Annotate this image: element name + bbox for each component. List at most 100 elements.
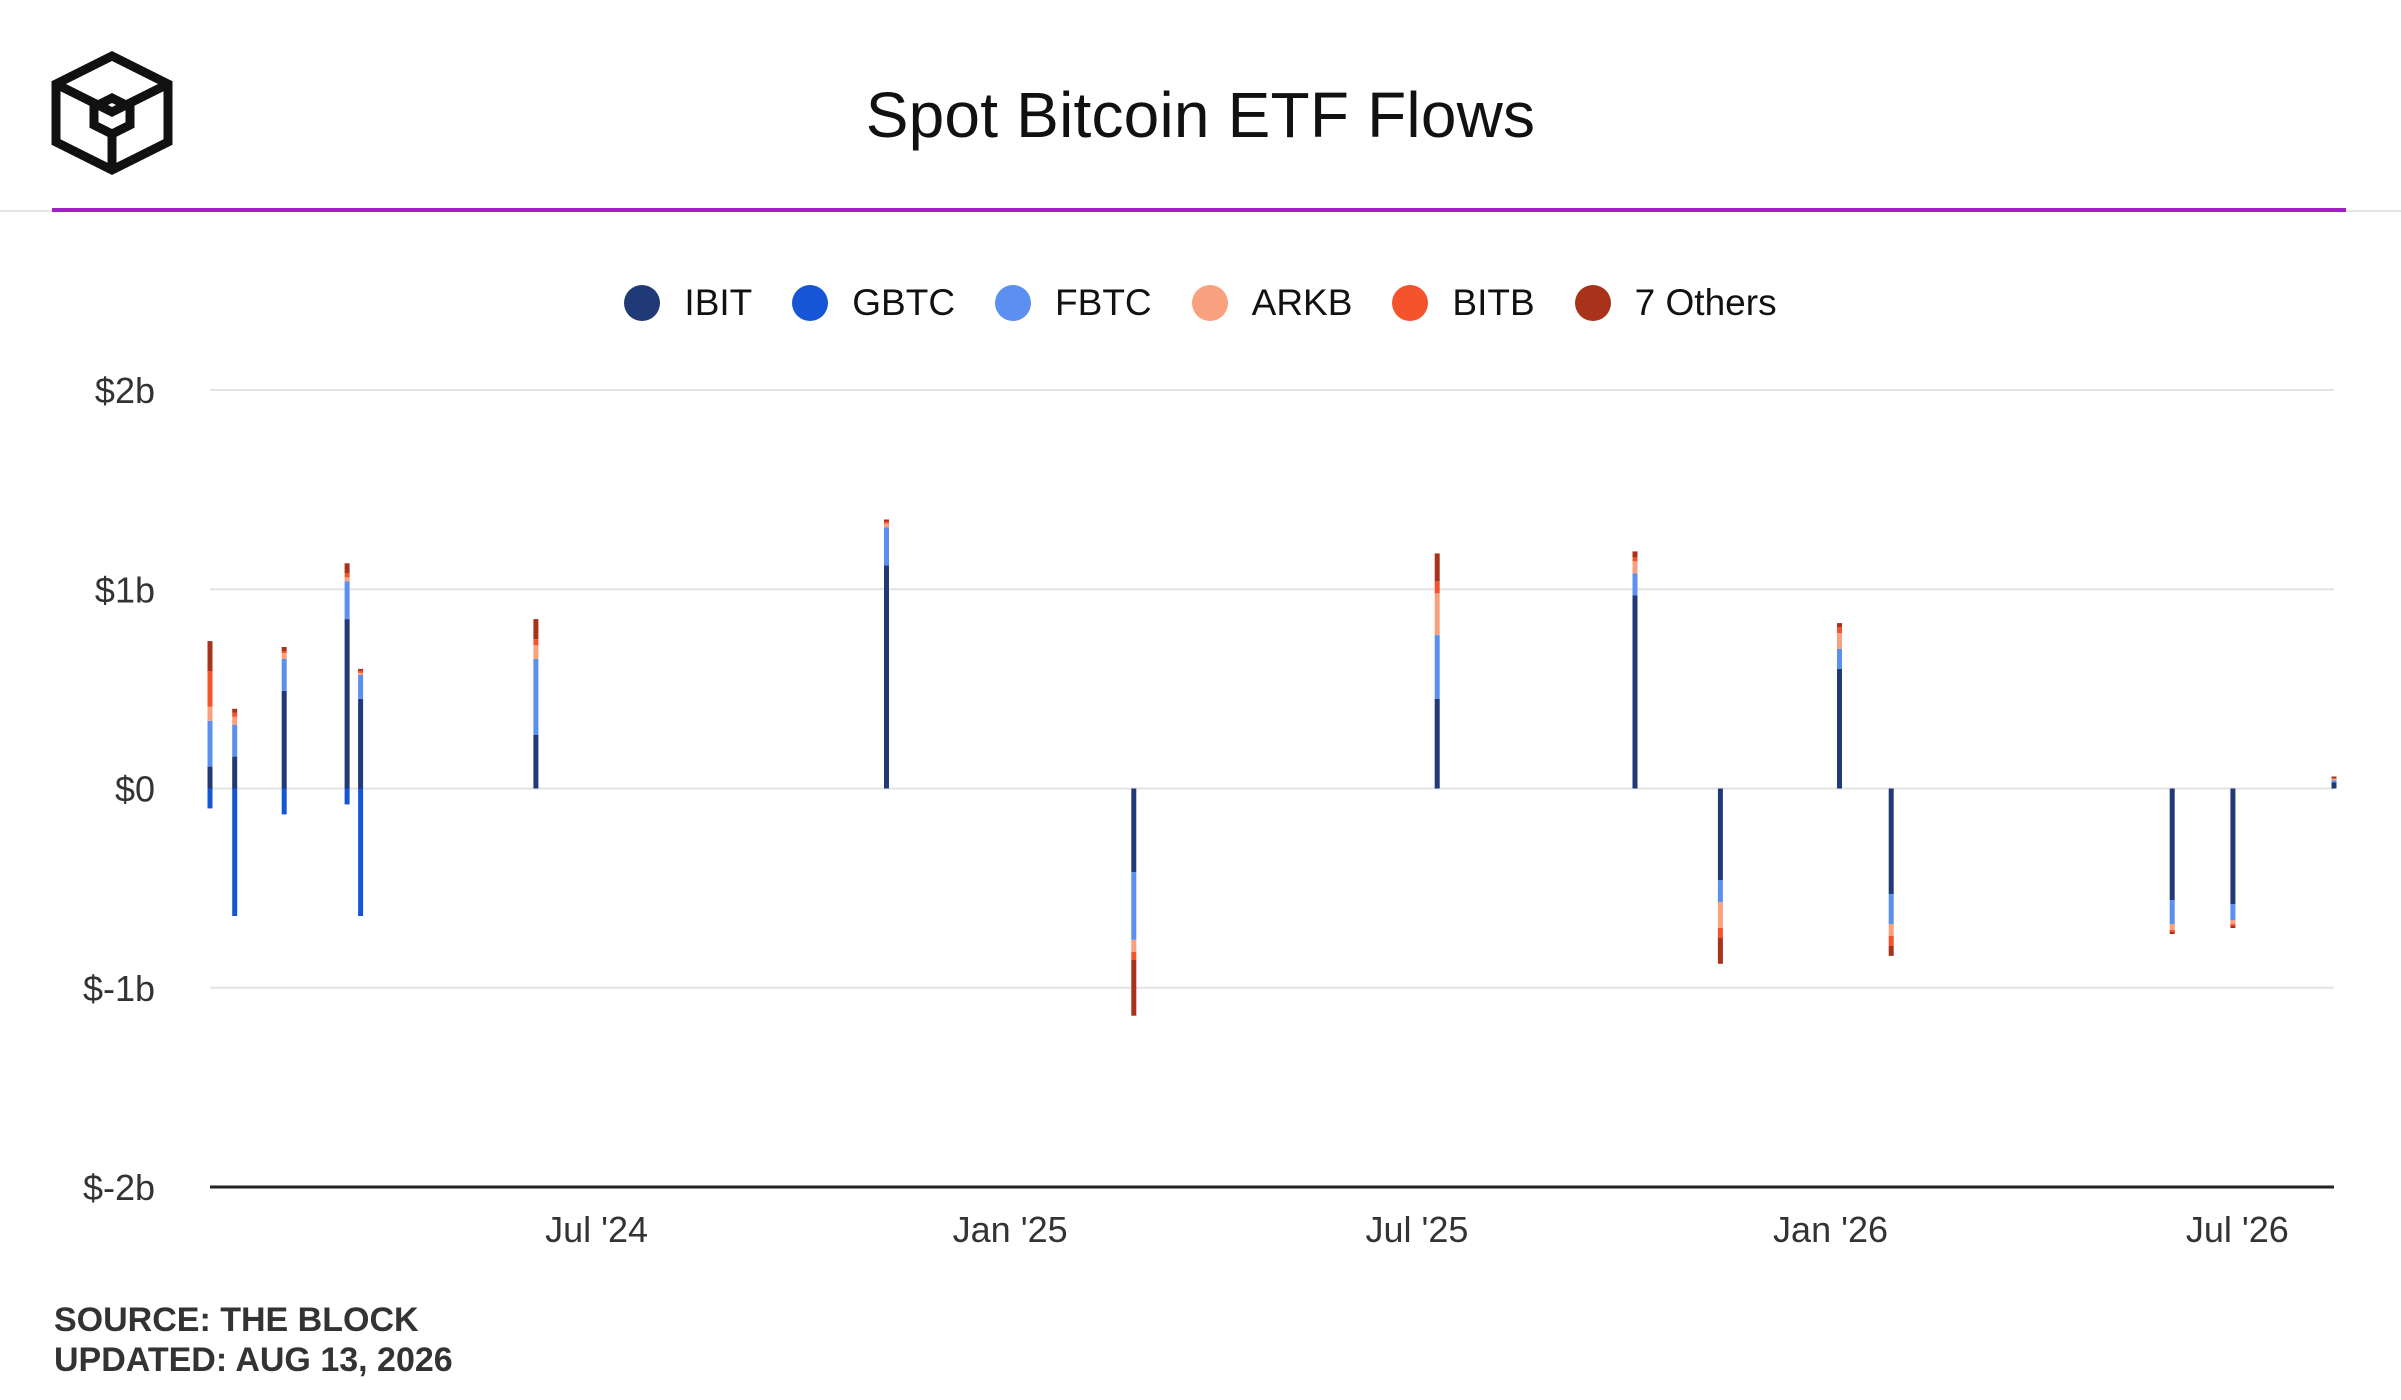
bar-segment [2331,782,2337,789]
bar-segment [207,720,213,767]
legend-item-others[interactable]: 7 Others [1574,282,1777,324]
x-tick-label: Jan '26 [1773,1209,1888,1250]
bar-segment [2230,924,2236,926]
legend-label-bitb: BITB [1452,282,1535,323]
bar-segment [2169,924,2175,930]
bar-stack [1837,623,1842,789]
bar-segment [281,788,287,815]
bar-segment [2169,930,2175,932]
bar-segment [884,523,889,528]
legend-swatch-others [1574,285,1611,321]
bar-segment [207,641,213,671]
x-tick-label: Jul '25 [1366,1209,1469,1250]
legend-label-ibit: IBIT [684,282,753,323]
bar-segment [2331,778,2337,781]
x-axis-tick-labels: Jul '24 Jan '25 Jul '25 Jan '26 Jul '26 [545,1209,2289,1250]
chart-gridlines [210,389,2334,989]
bar-segment [232,788,238,916]
bar-segment [358,788,364,916]
bar-stack [2331,776,2337,789]
legend-item-arkb[interactable]: ARKB [1191,282,1353,324]
bar-segment [1717,788,1723,881]
bar-segment [232,756,238,789]
bar-segment [1837,649,1842,669]
bar-stack [884,519,889,789]
bar-segment [1888,788,1894,895]
bar-segment [1837,623,1842,628]
bar-segment [207,788,213,809]
legend-swatch-arkb [1191,285,1228,321]
legend-item-ibit[interactable]: IBIT [624,282,752,324]
legend-item-gbtc[interactable]: GBTC [792,282,955,324]
bar-segment [1434,593,1440,635]
bar-segment [1131,951,1137,960]
bar-segment [232,716,238,725]
legend-label-arkb: ARKB [1251,282,1353,323]
bar-stack [358,668,364,916]
bar-stack [207,641,213,809]
bar-segment [2230,926,2236,928]
legend-item-fbtc[interactable]: FBTC [995,282,1152,324]
bar-segment [358,698,364,789]
chart-footer: SOURCE: THE BLOCK UPDATED: AUG 13, 2026 [54,1300,453,1380]
bar-segment [533,734,539,789]
bar-segment [1837,627,1842,634]
bar-segment [344,577,350,582]
bar-segment [281,690,287,789]
bar-segment [344,573,350,578]
chart-bars [207,519,2337,1016]
bar-segment [1434,581,1440,594]
bar-segment [1888,945,1894,956]
y-tick-label: $0 [115,769,155,810]
bar-segment [1888,894,1894,924]
bar-segment [1632,557,1638,562]
updated-note: UPDATED: AUG 13, 2026 [54,1341,453,1379]
y-tick-label: $1b [95,569,155,610]
chart-header: Spot Bitcoin ETF Flows [0,0,2401,212]
bar-segment [533,639,539,646]
bar-segment [344,581,350,620]
y-tick-label: $-1b [83,968,155,1009]
header-accent-line [52,208,2346,212]
bar-stack [1131,788,1137,1016]
bar-segment [2331,776,2337,779]
bar-segment [1632,551,1638,558]
bar-stack [1434,553,1440,789]
bar-segment [344,788,350,805]
bar-segment [358,670,364,673]
bar-segment [207,670,213,707]
bar-stack [344,563,350,805]
bar-segment [358,674,364,699]
bar-stack [533,619,539,789]
bar-segment [1632,561,1638,574]
bar-segment [1632,573,1638,596]
bar-segment [533,619,539,639]
bar-segment [1888,924,1894,936]
y-tick-label: $-2b [83,1167,155,1208]
bar-segment [358,672,364,675]
bar-segment [1717,902,1723,928]
bar-segment [1131,959,1137,1016]
bar-segment [884,521,889,524]
bar-segment [207,766,213,789]
bar-segment [1434,698,1440,789]
bar-segment [2230,920,2236,924]
bar-segment [344,619,350,789]
bar-segment [1632,595,1638,789]
bar-segment [1837,668,1842,789]
bar-segment [1434,553,1440,582]
bar-segment [1717,880,1723,903]
bar-segment [232,724,238,757]
bar-stack [2230,788,2236,928]
bar-stack [232,708,238,916]
bar-segment [2169,900,2175,924]
bar-segment [533,645,539,659]
bar-stack [1888,788,1894,956]
bar-segment [1717,928,1723,938]
chart-legend: IBIT GBTC FBTC ARKB BITB 7 Others [0,282,2401,324]
legend-item-bitb[interactable]: BITB [1392,282,1535,324]
y-axis-tick-labels: $2b $1b $0 $-1b $-2b [83,370,155,1208]
bar-segment [358,668,364,671]
x-tick-label: Jul '24 [545,1209,648,1250]
x-tick-label: Jan '25 [953,1209,1068,1250]
